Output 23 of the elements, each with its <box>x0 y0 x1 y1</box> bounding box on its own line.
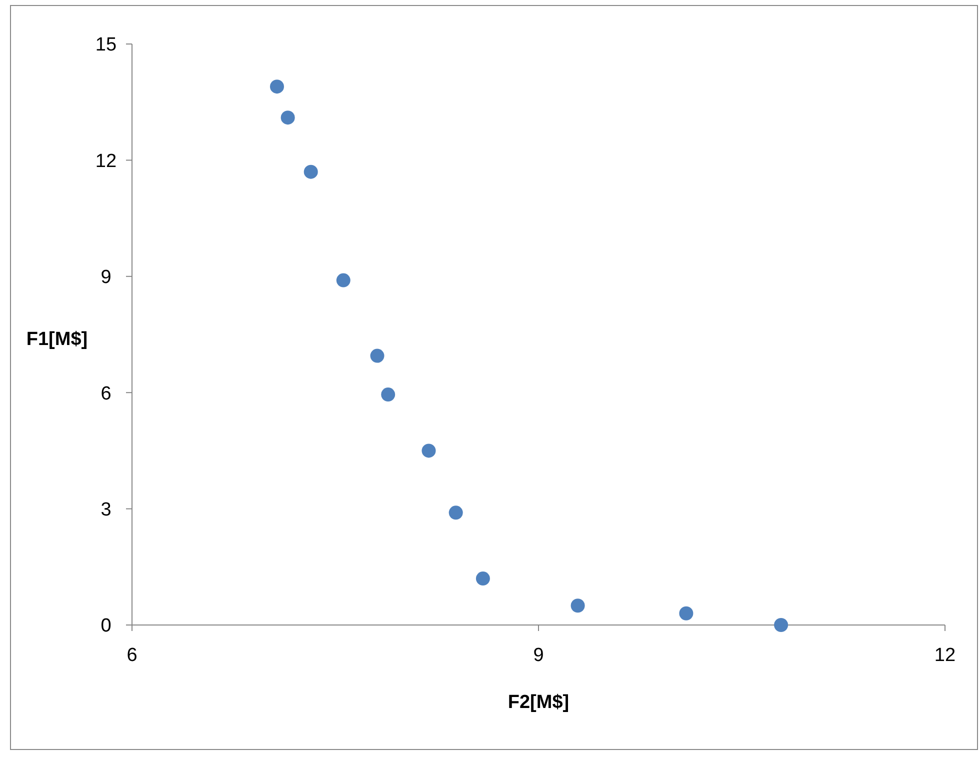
x-tick-label: 12 <box>934 645 956 666</box>
y-tick-label: 6 <box>100 383 112 404</box>
point <box>422 444 436 458</box>
point <box>448 506 463 520</box>
point <box>570 598 585 613</box>
point <box>304 164 318 179</box>
x-axis-title: F2[M$] <box>508 692 570 713</box>
x-tick-label: 9 <box>533 645 544 666</box>
y-tick-label: 9 <box>100 267 112 288</box>
point <box>280 110 295 125</box>
y-tick-label: 15 <box>95 34 117 56</box>
x-tick-label: 6 <box>126 645 138 666</box>
point <box>679 606 694 620</box>
y-tick-label: 12 <box>95 150 117 172</box>
point <box>774 618 788 632</box>
y-axis-title: F1[M$] <box>26 329 88 350</box>
point <box>370 348 384 363</box>
y-tick-label: 0 <box>100 616 112 637</box>
point <box>270 80 284 94</box>
point <box>381 388 396 402</box>
y-tick-label: 3 <box>100 499 112 520</box>
point <box>336 273 350 288</box>
point <box>476 572 490 586</box>
